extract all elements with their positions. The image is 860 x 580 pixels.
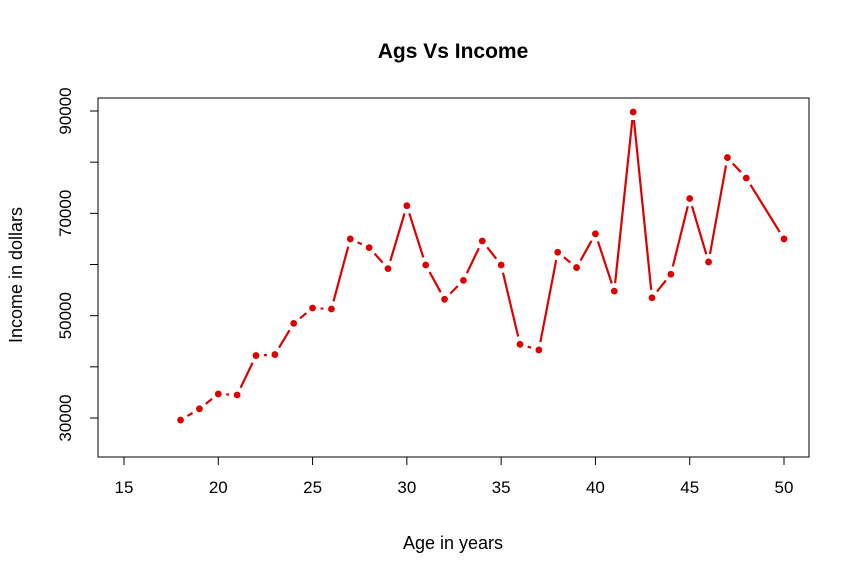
series-segment xyxy=(239,362,254,389)
series-segment xyxy=(708,165,728,255)
series-segment xyxy=(732,162,742,173)
data-point xyxy=(667,270,675,278)
data-point xyxy=(724,154,731,161)
series-segment xyxy=(389,213,406,262)
y-axis-label: Income in dollars xyxy=(6,207,26,343)
data-point xyxy=(346,235,354,243)
data-point xyxy=(742,174,750,182)
data-point xyxy=(233,391,241,399)
data-point xyxy=(535,346,543,354)
chart-title: Ags Vs Income xyxy=(378,40,529,63)
series-segment xyxy=(614,119,634,284)
data-point xyxy=(441,295,448,303)
y-tick-label: 30000 xyxy=(56,394,75,441)
data-point xyxy=(629,108,637,116)
data-point xyxy=(497,261,505,269)
data-point xyxy=(422,261,430,269)
series-segment xyxy=(186,411,194,417)
series-segment xyxy=(656,279,667,293)
series-segment xyxy=(632,119,653,290)
series-segment xyxy=(332,246,350,302)
data-point xyxy=(384,265,392,272)
series-segment xyxy=(527,345,532,349)
data-point xyxy=(610,287,618,295)
series-segment xyxy=(501,272,520,337)
series-segment xyxy=(671,205,689,267)
x-tick-label: 15 xyxy=(115,478,134,497)
x-axis-label: Age in years xyxy=(403,533,503,553)
data-point xyxy=(177,416,184,424)
series-segment xyxy=(563,256,572,264)
series-segment xyxy=(596,241,613,284)
data-point xyxy=(403,202,411,210)
x-tick-label: 25 xyxy=(303,478,322,497)
series-segment xyxy=(373,252,384,264)
series-segment xyxy=(539,259,558,343)
y-tick-label: 50000 xyxy=(56,292,75,339)
data-point xyxy=(554,248,562,256)
series-segment xyxy=(278,329,291,349)
series-segment xyxy=(205,398,213,405)
data-point xyxy=(648,294,656,302)
data-point xyxy=(705,258,712,266)
data-point xyxy=(686,195,694,202)
series-layer xyxy=(177,108,788,424)
data-point xyxy=(460,276,467,284)
x-tick-label: 50 xyxy=(775,478,794,497)
x-tick-label: 20 xyxy=(209,478,228,497)
data-point xyxy=(271,351,279,358)
data-point xyxy=(309,304,316,312)
x-tick-label: 40 xyxy=(586,478,605,497)
data-point xyxy=(573,264,580,271)
data-point xyxy=(516,340,524,348)
series-segment xyxy=(449,285,459,295)
y-tick-label: 90000 xyxy=(56,87,75,134)
data-point xyxy=(365,244,373,252)
data-point xyxy=(592,230,599,238)
series-segment xyxy=(486,246,498,260)
x-tick-label: 45 xyxy=(680,478,699,497)
x-axis: 15 20 25 30 35 40 45 50 xyxy=(115,456,794,497)
data-point xyxy=(290,319,298,327)
y-axis: 30000 50000 70000 90000 xyxy=(56,87,99,442)
data-point xyxy=(780,235,788,243)
y-tick-label: 70000 xyxy=(56,190,75,237)
series-segment xyxy=(749,184,781,233)
series-segment xyxy=(299,312,308,320)
data-point xyxy=(214,390,222,398)
data-point xyxy=(478,237,486,245)
series-segment xyxy=(690,205,708,255)
data-point xyxy=(252,352,260,359)
series-segment xyxy=(465,247,480,274)
series-segment xyxy=(357,241,363,246)
series-segment xyxy=(408,212,425,258)
series-segment xyxy=(579,240,593,262)
x-tick-label: 30 xyxy=(397,478,416,497)
data-point xyxy=(328,305,335,313)
data-point xyxy=(196,405,203,413)
series-segment xyxy=(428,271,442,293)
x-tick-label: 35 xyxy=(492,478,511,497)
plot-box xyxy=(97,97,810,458)
